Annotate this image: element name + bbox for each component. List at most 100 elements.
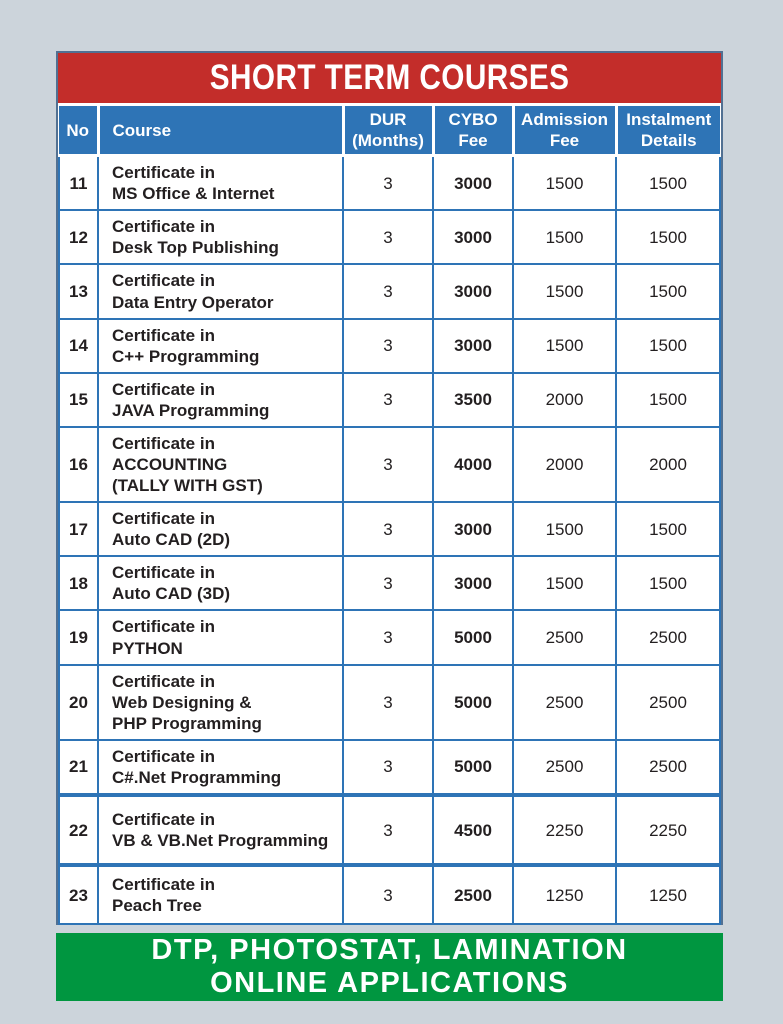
admission-fee-cell: 2000 [512,425,617,504]
duration-cell: 3 [342,425,434,504]
instalment-cell: 1500 [615,501,721,558]
table-header-row: No Course DUR (Months) CYBO Fee Admissio… [59,106,720,158]
cybo-fee-cell: 4000 [432,425,514,504]
courses-block: SHORT TERM COURSES No Course DUR (Months… [56,51,723,926]
admission-fee-cell: 1500 [512,263,617,320]
course-name-cell: Certificate in ACCOUNTING (TALLY WITH GS… [97,425,344,504]
course-name-cell: Certificate in C++ Programming [97,317,344,374]
column-header-cybo-fee: CYBO Fee [431,106,513,158]
course-name-cell: Certificate in Data Entry Operator [97,263,344,320]
instalment-cell: 1500 [615,317,721,374]
footer-line-2: ONLINE APPLICATIONS [210,967,569,1000]
courses-table: No Course DUR (Months) CYBO Fee Admissio… [58,106,721,926]
instalment-cell: 2000 [615,425,721,504]
row-number-cell: 11 [58,154,99,212]
row-number-cell: 17 [58,501,99,558]
row-number-cell: 20 [58,663,99,741]
cybo-fee-cell: 3000 [432,317,514,374]
admission-fee-cell: 1250 [512,863,617,926]
row-number-cell: 13 [58,263,99,320]
footer-banner: DTP, PHOTOSTAT, LAMINATION ONLINE APPLIC… [56,933,723,1002]
duration-cell: 3 [342,663,434,741]
table-row: 18 Certificate in Auto CAD (3D) 3 3000 1… [58,555,721,612]
course-name-cell: Certificate in C#.Net Programming [97,738,344,797]
table-row: 19 Certificate in PYTHON 3 5000 2500 250… [58,609,721,666]
table-row: 17 Certificate in Auto CAD (2D) 3 3000 1… [58,501,721,558]
row-number-cell: 22 [58,793,99,867]
column-header-duration: DUR (Months) [341,106,433,158]
instalment-cell: 1500 [615,263,721,320]
instalment-cell: 2500 [615,663,721,741]
instalment-cell: 1500 [615,371,721,428]
instalment-cell: 1500 [615,154,721,212]
cybo-fee-cell: 3000 [432,555,514,612]
admission-fee-cell: 1500 [512,317,617,374]
course-name-cell: Certificate in Desk Top Publishing [97,209,344,266]
cybo-fee-cell: 3000 [432,501,514,558]
table-row: 23 Certificate in Peach Tree 3 2500 1250… [58,863,721,926]
duration-cell: 3 [342,154,434,212]
cybo-fee-cell: 3500 [432,371,514,428]
admission-fee-cell: 1500 [512,154,617,212]
admission-fee-cell: 2500 [512,738,617,797]
row-number-cell: 12 [58,209,99,266]
course-name-cell: Certificate in Auto CAD (3D) [97,555,344,612]
cybo-fee-cell: 4500 [432,793,514,867]
course-name-cell: Certificate in Web Designing & PHP Progr… [97,663,344,741]
course-name-cell: Certificate in MS Office & Internet [97,154,344,212]
course-name-cell: Certificate in Peach Tree [97,863,344,926]
course-name-cell: Certificate in PYTHON [97,609,344,666]
instalment-cell: 1250 [615,863,721,926]
admission-fee-cell: 1500 [512,209,617,266]
column-header-admission-fee: Admission Fee [511,106,616,158]
cybo-fee-cell: 3000 [432,209,514,266]
table-row: 11 Certificate in MS Office & Internet 3… [58,154,721,212]
duration-cell: 3 [342,555,434,612]
title-banner: SHORT TERM COURSES [58,53,721,106]
instalment-cell: 2250 [615,793,721,867]
duration-cell: 3 [342,317,434,374]
duration-cell: 3 [342,501,434,558]
table-body: 11 Certificate in MS Office & Internet 3… [58,154,721,926]
row-number-cell: 18 [58,555,99,612]
row-number-cell: 23 [58,863,99,926]
page-title: SHORT TERM COURSES [209,58,570,97]
course-name-cell: Certificate in VB & VB.Net Programming [97,793,344,867]
duration-cell: 3 [342,371,434,428]
admission-fee-cell: 2500 [512,663,617,741]
row-number-cell: 15 [58,371,99,428]
admission-fee-cell: 2500 [512,609,617,666]
row-number-cell: 19 [58,609,99,666]
cybo-fee-cell: 2500 [432,863,514,926]
course-name-cell: Certificate in Auto CAD (2D) [97,501,344,558]
instalment-cell: 1500 [615,555,721,612]
table-row: 16 Certificate in ACCOUNTING (TALLY WITH… [58,425,721,504]
course-name-cell: Certificate in JAVA Programming [97,371,344,428]
footer-line-1: DTP, PHOTOSTAT, LAMINATION [151,934,628,966]
column-header-course: Course [96,106,343,158]
instalment-cell: 1500 [615,209,721,266]
column-header-no: No [59,106,98,158]
duration-cell: 3 [342,263,434,320]
admission-fee-cell: 1500 [512,501,617,558]
column-header-instalment-details: Instalment Details [614,106,720,158]
cybo-fee-cell: 3000 [432,263,514,320]
instalment-cell: 2500 [615,738,721,797]
table-row: 20 Certificate in Web Designing & PHP Pr… [58,663,721,741]
cybo-fee-cell: 3000 [432,154,514,212]
duration-cell: 3 [342,609,434,666]
table-row: 12 Certificate in Desk Top Publishing 3 … [58,209,721,266]
row-number-cell: 16 [58,425,99,504]
duration-cell: 3 [342,863,434,926]
instalment-cell: 2500 [615,609,721,666]
duration-cell: 3 [342,209,434,266]
table-row: 21 Certificate in C#.Net Programming 3 5… [58,738,721,797]
duration-cell: 3 [342,738,434,797]
row-number-cell: 21 [58,738,99,797]
table-row: 13 Certificate in Data Entry Operator 3 … [58,263,721,320]
content-block: SHORT TERM COURSES No Course DUR (Months… [56,51,723,1002]
table-row: 15 Certificate in JAVA Programming 3 350… [58,371,721,428]
admission-fee-cell: 1500 [512,555,617,612]
duration-cell: 3 [342,793,434,867]
